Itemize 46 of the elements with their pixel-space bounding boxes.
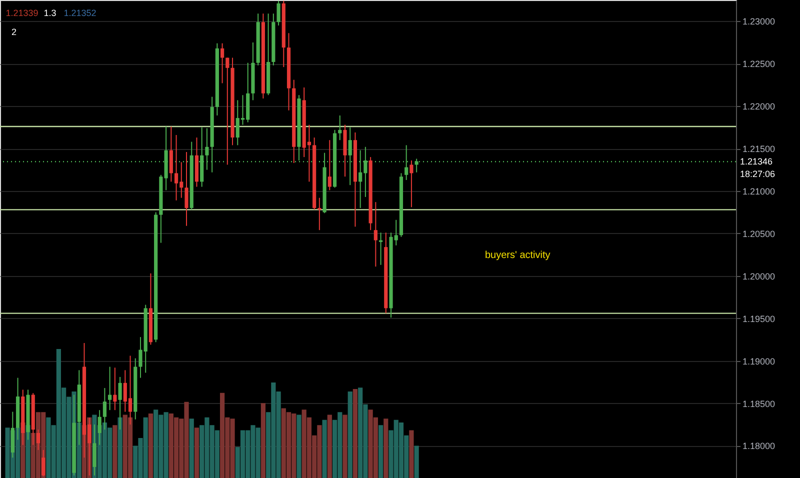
candlestick	[113, 367, 117, 411]
bar	[384, 418, 388, 478]
bar	[327, 414, 332, 478]
y-tick-label: 1.19500	[742, 314, 776, 324]
y-tick-label: 1.20000	[742, 271, 776, 282]
annotation: 2	[11, 27, 17, 37]
bar	[322, 420, 327, 478]
y-tick-label: 1.21500	[742, 144, 776, 154]
bar	[189, 418, 194, 478]
bar	[409, 430, 414, 478]
candlestick	[226, 57, 230, 166]
y-tick-label: 1.18000	[742, 441, 776, 452]
y-tick-label: 1.23000	[742, 16, 776, 27]
bar	[378, 425, 384, 478]
candlestick	[328, 140, 332, 191]
annotation: buyers' activity	[485, 250, 550, 261]
text: 18:27:06	[740, 169, 776, 179]
bar	[118, 417, 122, 478]
candlestick	[374, 202, 378, 268]
y-tick-label: 1.22000	[742, 102, 776, 112]
bar	[194, 428, 200, 478]
annotation: 1.21352	[64, 8, 96, 18]
candlestick	[338, 114, 342, 141]
candlestick	[276, 0, 280, 26]
candlestick	[36, 429, 40, 450]
annotation: 1.21339	[6, 8, 38, 18]
y-tick-label: 1.18500	[742, 398, 776, 409]
bar	[348, 392, 352, 478]
bar	[414, 446, 419, 478]
bar	[148, 413, 154, 478]
bar	[342, 414, 348, 478]
bar	[112, 425, 118, 478]
candlestick	[410, 160, 414, 208]
bar	[352, 388, 358, 478]
bar	[260, 403, 266, 478]
bar	[296, 414, 302, 478]
y-tick-label: 1.20500	[742, 228, 776, 239]
y-tick-label: 1.22500	[742, 59, 776, 70]
ref-line-label: 1.21346	[740, 156, 773, 167]
candlestick	[108, 366, 112, 411]
y-tick-label: 1.19000	[742, 356, 776, 366]
candlestick	[184, 151, 188, 226]
y-tick-label: 1.21000	[742, 186, 776, 197]
annotation: 1.3	[44, 8, 56, 18]
candlestick	[169, 126, 173, 182]
candlestick	[220, 42, 224, 84]
